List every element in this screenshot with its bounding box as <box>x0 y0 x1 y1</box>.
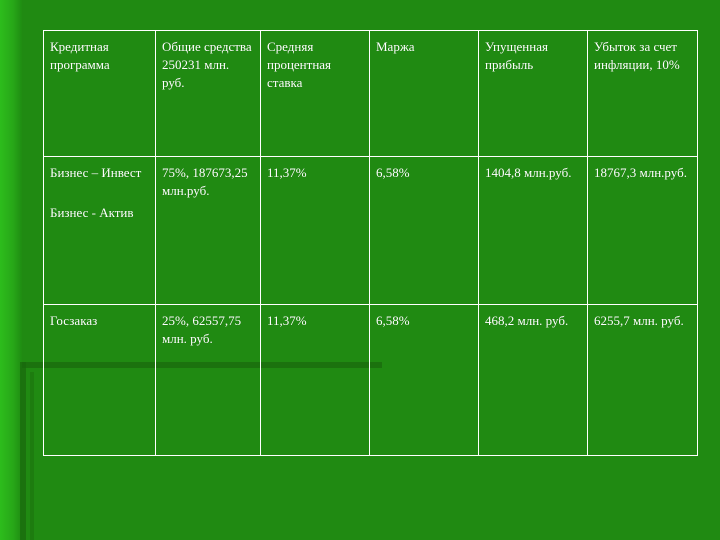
cell-rate: 11,37% <box>260 156 370 305</box>
table-row: Бизнес – Инвест Бизнес - Актив 75%, 1876… <box>43 156 698 305</box>
cell-inflation-loss: 18767,3 млн.руб. <box>587 156 698 305</box>
table-row: Госзаказ 25%, 62557,75 млн. руб. 11,37% … <box>43 304 698 456</box>
cell-lost-profit: 1404,8 млн.руб. <box>478 156 588 305</box>
decorative-stripe <box>30 372 34 540</box>
cell-program: Бизнес – Инвест Бизнес - Актив <box>43 156 156 305</box>
cell-margin: 6,58% <box>369 304 479 456</box>
header-cell-lost-profit: Упущенная прибыль <box>478 30 588 157</box>
program-name: Бизнес - Актив <box>50 205 134 220</box>
cell-funds: 75%, 187673,25 млн.руб. <box>155 156 261 305</box>
credit-programs-table: Кредитная программа Общие средства 25023… <box>43 30 698 456</box>
header-cell-funds: Общие средства 250231 млн. руб. <box>155 30 261 157</box>
program-name: Бизнес – Инвест <box>50 165 142 180</box>
decorative-stripe <box>20 362 26 540</box>
cell-lost-profit: 468,2 млн. руб. <box>478 304 588 456</box>
cell-funds: 25%, 62557,75 млн. руб. <box>155 304 261 456</box>
cell-rate: 11,37% <box>260 304 370 456</box>
header-cell-margin: Маржа <box>369 30 479 157</box>
cell-margin: 6,58% <box>369 156 479 305</box>
cell-program: Госзаказ <box>43 304 156 456</box>
table-header-row: Кредитная программа Общие средства 25023… <box>43 30 698 157</box>
header-cell-rate: Средняя процентная ставка <box>260 30 370 157</box>
cell-inflation-loss: 6255,7 млн. руб. <box>587 304 698 456</box>
header-cell-inflation-loss: Убыток за счет инфляции, 10% <box>587 30 698 157</box>
decorative-left-bar <box>0 0 22 540</box>
header-cell-program: Кредитная программа <box>43 30 156 157</box>
